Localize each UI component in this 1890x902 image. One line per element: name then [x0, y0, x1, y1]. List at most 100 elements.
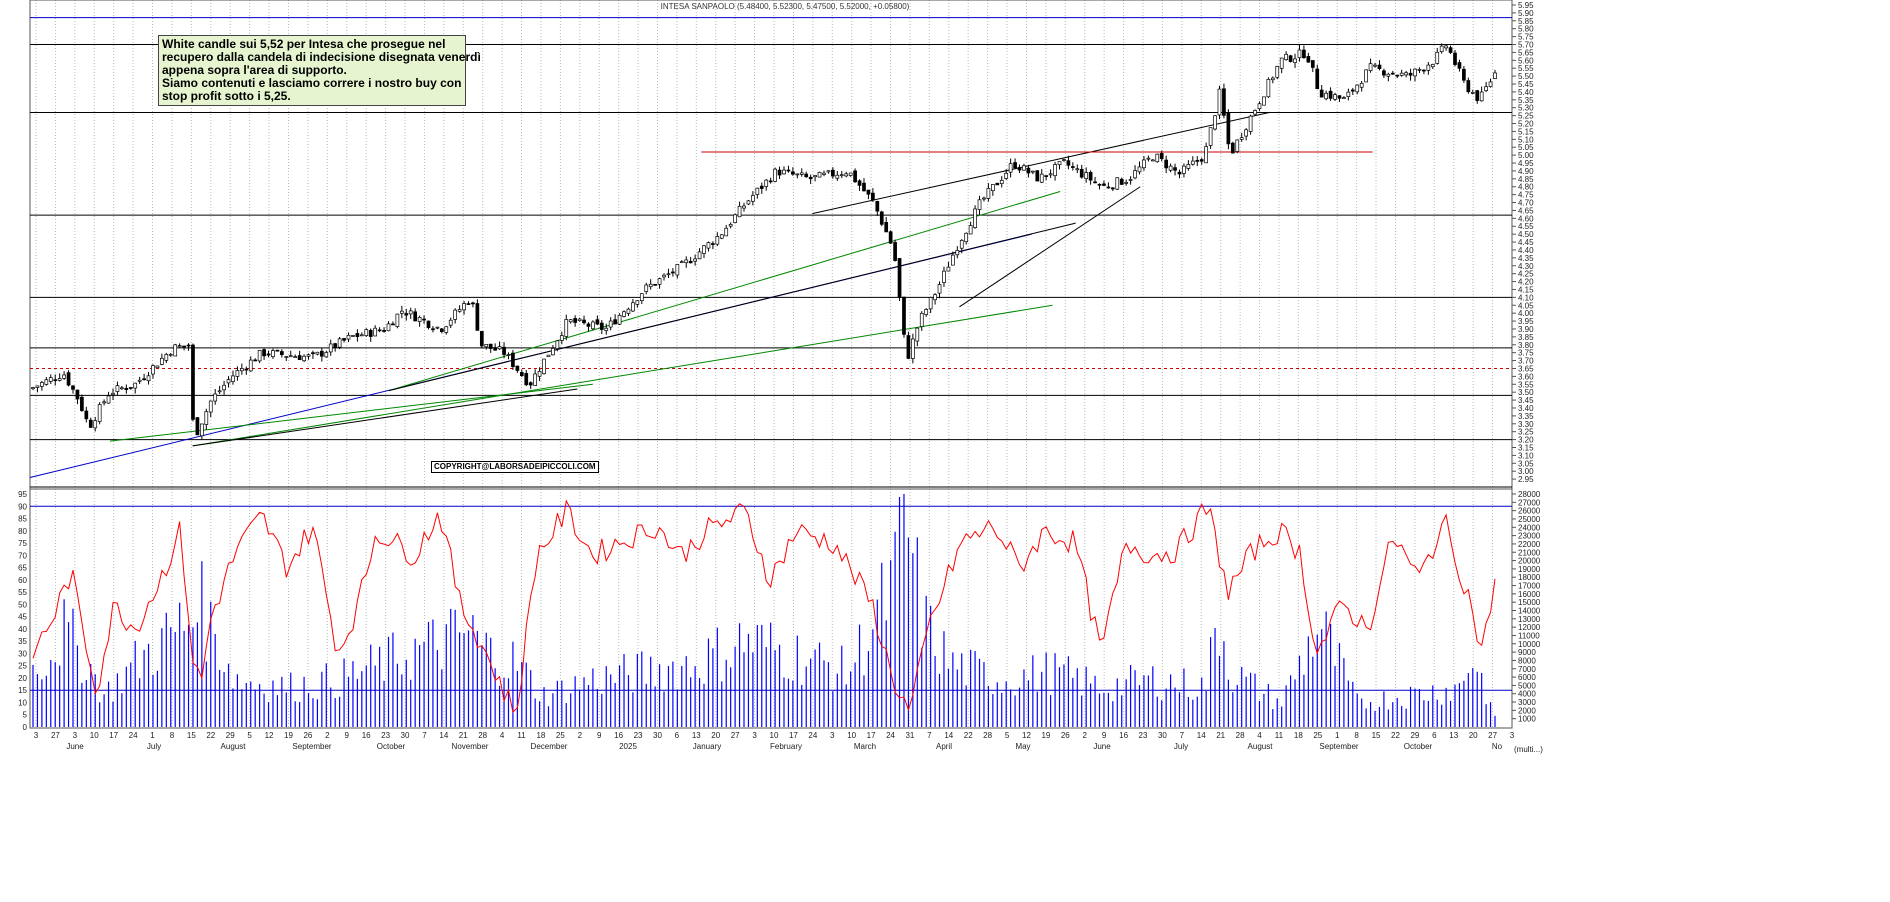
- candle-body: [688, 260, 693, 264]
- candle-body: [977, 199, 982, 210]
- candle-body: [986, 188, 991, 199]
- candle-body: [342, 338, 346, 341]
- candle-body: [1315, 68, 1320, 90]
- price-tick-label: 4.40: [1518, 246, 1534, 255]
- candle-body: [1204, 146, 1209, 164]
- candle-body: [1493, 72, 1497, 79]
- indicator-panel-frame: [29, 488, 1513, 729]
- candle-body: [968, 225, 973, 235]
- candle-body: [386, 323, 391, 332]
- candle-body: [884, 222, 889, 233]
- candle-body: [973, 208, 977, 229]
- candle-body: [431, 328, 435, 331]
- price-tick-label: 4.75: [1518, 191, 1534, 200]
- candle-body: [928, 297, 933, 310]
- candle-body: [222, 384, 226, 391]
- trend-line: [192, 388, 578, 447]
- candle-body: [257, 349, 262, 362]
- price-tick-label: 4.70: [1518, 199, 1534, 208]
- candle-body: [1253, 110, 1257, 115]
- day-tick-label: 19: [1041, 731, 1050, 740]
- price-tick-label: 4.55: [1518, 222, 1534, 231]
- candle-body: [146, 375, 151, 382]
- candle-body: [991, 184, 995, 192]
- month-label: November: [452, 742, 489, 751]
- candle-body: [106, 395, 111, 404]
- candle-body: [208, 400, 213, 413]
- candle-body: [1293, 58, 1297, 63]
- candle-body: [964, 232, 969, 243]
- candle-body: [715, 236, 720, 245]
- candle-body: [733, 214, 737, 223]
- day-tick-label: 3: [1510, 731, 1515, 740]
- candle-body: [439, 328, 444, 332]
- candle-body: [817, 171, 822, 178]
- price-tick-label: 3.30: [1518, 420, 1534, 429]
- candle-body: [1177, 171, 1182, 175]
- candle-body: [768, 180, 773, 183]
- volume-tick-label: 7000: [1518, 665, 1536, 674]
- month-label: March: [854, 742, 876, 751]
- day-tick-label: 28: [478, 731, 487, 740]
- price-tick-label: 3.15: [1518, 443, 1534, 452]
- price-tick-label: 3.00: [1518, 467, 1534, 476]
- candle-body: [844, 173, 849, 177]
- candle-body: [702, 245, 706, 254]
- month-label: June: [66, 742, 84, 751]
- oscillator-tick-label: 40: [18, 625, 27, 634]
- candle-body: [1297, 49, 1302, 59]
- candle-body: [782, 169, 786, 175]
- month-label: October: [1404, 742, 1433, 751]
- candle-body: [111, 392, 115, 395]
- candle-body: [528, 382, 533, 386]
- volume-tick-label: 16000: [1518, 590, 1541, 599]
- price-tick-label: 2.95: [1518, 475, 1534, 484]
- candle-body: [128, 387, 133, 389]
- candle-body: [515, 365, 520, 371]
- price-tick-label: 5.85: [1518, 17, 1534, 26]
- oscillator-tick-label: 10: [18, 698, 27, 707]
- trend-line: [959, 186, 1141, 308]
- day-tick-label: 10: [770, 731, 779, 740]
- price-tick-label: 5.95: [1518, 1, 1534, 10]
- candle-body: [808, 176, 813, 180]
- candle-body: [177, 345, 182, 348]
- candle-body: [31, 387, 35, 390]
- candle-body: [1257, 103, 1262, 110]
- price-candles: [31, 43, 1497, 440]
- candle-body: [333, 343, 338, 349]
- price-tick-label: 4.95: [1518, 159, 1534, 168]
- candle-body: [1182, 165, 1186, 174]
- candle-body: [266, 353, 271, 356]
- trend-line: [812, 111, 1270, 215]
- price-tick-label: 5.90: [1518, 9, 1534, 18]
- day-tick-label: 16: [614, 731, 623, 740]
- candle-body: [666, 273, 671, 276]
- volume-bars: [32, 494, 1496, 727]
- candle-body: [1115, 177, 1120, 190]
- candle-body: [1386, 73, 1391, 77]
- candle-body: [1035, 170, 1040, 182]
- candle-body: [102, 401, 106, 404]
- candle-body: [791, 171, 795, 175]
- candle-body: [1408, 72, 1413, 76]
- candle-body: [484, 344, 489, 348]
- candle-body: [826, 170, 831, 173]
- candle-body: [231, 375, 235, 382]
- candle-body: [426, 320, 431, 328]
- candle-body: [1373, 64, 1377, 67]
- candle-body: [1462, 68, 1466, 81]
- candle-body: [115, 385, 120, 392]
- candle-body: [1342, 97, 1346, 99]
- candle-body: [684, 259, 689, 264]
- price-tick-label: 5.10: [1518, 135, 1534, 144]
- candle-body: [835, 174, 840, 179]
- candle-body: [1435, 51, 1440, 64]
- candle-body: [493, 347, 498, 351]
- oscillator-tick-label: 55: [18, 588, 27, 597]
- day-tick-label: 28: [983, 731, 992, 740]
- day-tick-label: 5: [1005, 731, 1010, 740]
- volume-tick-label: 1000: [1518, 715, 1536, 724]
- price-tick-label: 5.75: [1518, 33, 1534, 42]
